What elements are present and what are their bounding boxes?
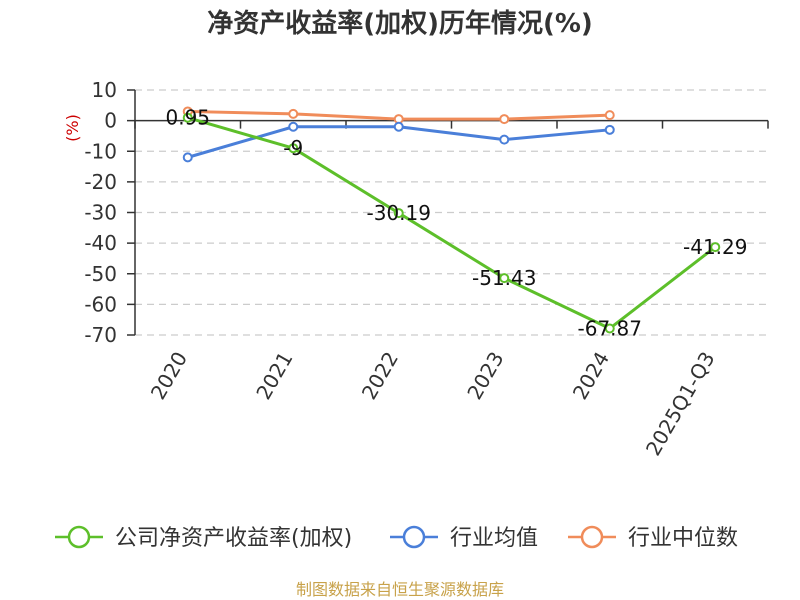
y-tick-label: -50	[84, 262, 117, 286]
legend-circle-icon	[402, 525, 426, 549]
legend-item[interactable]: 公司净资产收益率(加权)	[55, 525, 352, 551]
data-point-company	[393, 208, 404, 219]
data-point-industry-median	[604, 110, 615, 121]
legend-item[interactable]: 行业中位数	[568, 525, 738, 551]
x-axis: 2020 2021 2022 2023 2024 2025Q1-Q3	[134, 119, 769, 460]
x-tick-label: 2022	[357, 348, 403, 404]
x-tick-label: 2024	[568, 348, 614, 404]
legend-circle-icon	[580, 525, 604, 549]
source-note: 制图数据来自恒生聚源数据库	[296, 580, 504, 599]
y-tick-label: -20	[84, 170, 117, 194]
data-point-industry-mean	[182, 152, 193, 163]
data-label: -30.19	[367, 201, 431, 225]
y-tick-label: -10	[84, 139, 117, 163]
data-label: -9	[283, 136, 303, 160]
legend[interactable]: 公司净资产收益率(加权) 行业均值 行业中位数	[55, 525, 738, 551]
y-tick-label: -60	[84, 292, 117, 316]
data-labels: 0.95 -9 -30.19 -51.43 -67.87 -41.29	[165, 106, 747, 341]
data-point-industry-mean	[604, 124, 615, 135]
data-point-industry-mean	[393, 121, 404, 132]
data-point-company	[288, 143, 299, 154]
chart-title: 净资产收益率(加权)历年情况(%)	[207, 8, 593, 39]
x-tick-label: 2023	[462, 348, 508, 404]
y-tick-label: 10	[92, 78, 117, 102]
y-tick-label: -30	[84, 201, 117, 225]
y-tick-label: -40	[84, 231, 117, 255]
data-point-company	[604, 323, 615, 334]
legend-circle-icon	[67, 525, 91, 549]
data-point-industry-mean	[288, 121, 299, 132]
y-axis-unit: (%)	[63, 114, 82, 142]
legend-label: 行业中位数	[628, 526, 738, 551]
data-point-industry-mean	[499, 134, 510, 145]
legend-label: 行业均值	[450, 526, 538, 551]
x-tick-label: 2021	[251, 348, 297, 404]
data-label: -67.87	[578, 316, 642, 340]
data-point-company	[499, 273, 510, 284]
data-point-industry-median	[499, 114, 510, 125]
data-point-company	[710, 242, 721, 253]
legend-item[interactable]: 行业均值	[390, 525, 538, 551]
series-line-company	[187, 116, 717, 330]
data-label: -51.43	[472, 266, 536, 290]
x-tick-label: 2020	[146, 348, 192, 404]
data-label: 0.95	[165, 106, 210, 130]
data-point-company	[182, 112, 193, 123]
gridlines	[135, 89, 768, 336]
data-point-industry-median	[288, 108, 299, 119]
legend-label: 公司净资产收益率(加权)	[115, 526, 352, 551]
y-tick-label: -70	[84, 323, 117, 347]
series-lines	[182, 106, 721, 334]
data-label: -41.29	[683, 235, 747, 259]
y-axis-ticks: 10 0 -10 -20 -30 -40 -50 -60 -70	[84, 78, 136, 347]
y-tick-label: 0	[104, 109, 117, 133]
x-tick-label: 2025Q1-Q3	[641, 348, 720, 460]
